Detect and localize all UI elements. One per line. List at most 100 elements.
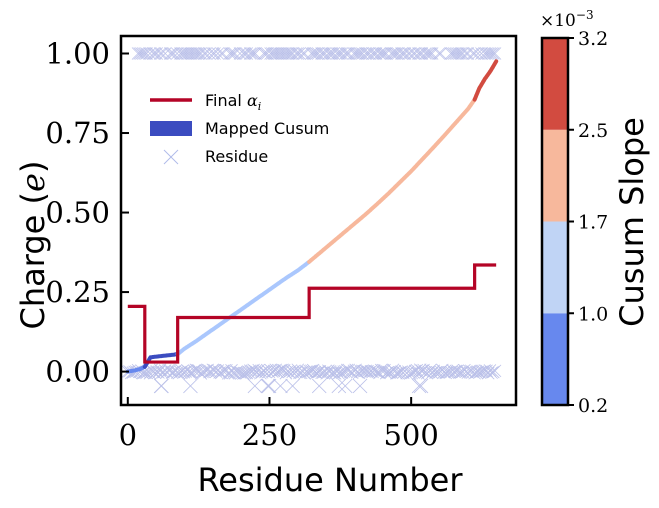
residue-marker-charged [225, 47, 238, 60]
residue-marker-charged-a [264, 47, 277, 60]
residue-marker-neutral-b [364, 365, 378, 378]
residue-marker-outlier [411, 378, 427, 394]
residue-marker-charged [342, 47, 356, 60]
residue-marker-charged-a [468, 47, 481, 60]
residue-marker-neutral-b [459, 365, 473, 378]
residue-marker-charged-b [203, 47, 216, 60]
residue-marker-neutral-b [422, 365, 436, 379]
y-axis-label-var: e [14, 173, 52, 192]
residue-marker-charged-a [182, 47, 196, 60]
y-tick-label: 0.50 [45, 196, 110, 230]
residue-marker-neutral [400, 366, 413, 380]
residue-marker-neutral-a [412, 367, 425, 380]
residue-marker-charged-a [466, 47, 480, 60]
residue-marker-charged-b [334, 47, 347, 60]
residue-marker-neutral-a [152, 366, 165, 379]
residue-marker-charged-b [330, 47, 344, 60]
residue-marker-neutral [349, 363, 362, 377]
residue-marker-neutral-a [430, 365, 444, 379]
residue-marker-charged-b [199, 47, 213, 60]
residue-marker-neutral-a [344, 365, 357, 379]
residue-marker-neutral-b [198, 365, 211, 379]
residue-marker-neutral-b [485, 366, 498, 379]
residue-marker-neutral-a [379, 366, 393, 380]
residue-marker-charged-a [150, 47, 163, 60]
residue-marker-charged-a [407, 47, 420, 60]
residue-marker-neutral-a [417, 363, 430, 377]
plot-area [121, 47, 502, 394]
residue-marker-outlier-b [331, 378, 347, 394]
residue-marker-outlier-b [153, 378, 169, 394]
residue-marker-neutral [432, 366, 446, 379]
residue-marker-neutral-a [170, 366, 184, 379]
residue-marker-charged-a [408, 47, 422, 60]
residue-marker-charged [332, 47, 345, 60]
residue-marker-neutral [347, 364, 361, 378]
residue-marker-neutral-b [349, 363, 362, 377]
residue-marker-neutral-b [216, 364, 230, 378]
residue-marker-neutral-a [437, 365, 451, 379]
residue-marker-neutral-b [391, 366, 405, 380]
residue-marker-neutral-b [371, 365, 385, 379]
residue-marker-neutral-a [337, 365, 351, 378]
residue-marker-charged [182, 47, 196, 60]
residue-marker-neutral [335, 366, 349, 379]
colorbar-tick-label: 2.5 [578, 120, 608, 142]
residue-marker-neutral-a [182, 365, 196, 379]
residue-marker-neutral-a [393, 366, 407, 379]
residue-marker-neutral-a [179, 365, 192, 378]
residue-marker-charged [170, 47, 184, 60]
residue-marker-neutral-b [464, 364, 478, 378]
residue-marker-neutral-b [179, 365, 192, 378]
residue-marker-charged-a [211, 47, 225, 60]
residue-marker-neutral-a [381, 365, 395, 379]
residue-marker-neutral-a [362, 365, 376, 379]
residue-marker-neutral-b [487, 365, 500, 379]
residue-marker-neutral-a [402, 365, 415, 378]
residue-marker-neutral-a [208, 363, 221, 377]
residue-marker-neutral-b [437, 365, 451, 379]
residue-marker-charged [215, 47, 228, 60]
residue-marker-charged-a [284, 47, 298, 60]
residue-marker-neutral [199, 364, 213, 377]
residue-marker-neutral-a [266, 365, 279, 378]
residue-marker-charged-a [390, 47, 403, 60]
residue-marker-neutral-b [344, 365, 357, 379]
residue-marker-neutral-b [301, 365, 315, 379]
residue-marker-neutral-a [308, 365, 322, 379]
cusum-segment-1 [142, 352, 180, 369]
residue-marker-charged-b [308, 47, 322, 60]
residue-marker-charged-a [153, 47, 167, 60]
residue-marker-neutral [407, 366, 420, 379]
residue-marker-neutral-b [475, 365, 488, 378]
residue-marker-outlier-b [285, 378, 300, 394]
residue-marker-neutral-a [454, 366, 468, 379]
residue-marker-neutral-a [325, 366, 339, 380]
residue-marker-neutral [254, 366, 267, 380]
residue-marker-charged-a [138, 47, 152, 60]
residue-marker-neutral-b [206, 363, 220, 377]
residue-marker-charged [194, 47, 208, 60]
residue-marker-charged [483, 47, 497, 60]
residue-marker-charged-b [249, 47, 262, 60]
residue-marker-neutral [259, 365, 272, 379]
residue-marker-charged [434, 47, 447, 60]
residue-marker-outlier-b [337, 378, 353, 394]
residue-marker-charged-b [310, 47, 323, 60]
residue-marker-neutral-b [366, 365, 379, 379]
residue-marker-neutral [322, 364, 335, 377]
residue-marker-charged-b [332, 47, 345, 60]
residue-marker-neutral [245, 364, 259, 377]
residue-marker-charged-a [325, 47, 339, 60]
residue-marker-neutral-a [160, 365, 174, 379]
residue-marker-charged [351, 47, 364, 60]
residue-marker-neutral-a [347, 364, 361, 378]
residue-marker-neutral-b [342, 363, 356, 377]
residue-marker-charged-b [138, 47, 152, 60]
residue-marker-neutral-b [419, 366, 432, 379]
residue-marker-neutral-a [247, 363, 260, 377]
residue-marker-neutral [342, 363, 356, 377]
residue-marker-charged-b [449, 47, 463, 60]
residue-marker-charged-a [327, 47, 340, 60]
